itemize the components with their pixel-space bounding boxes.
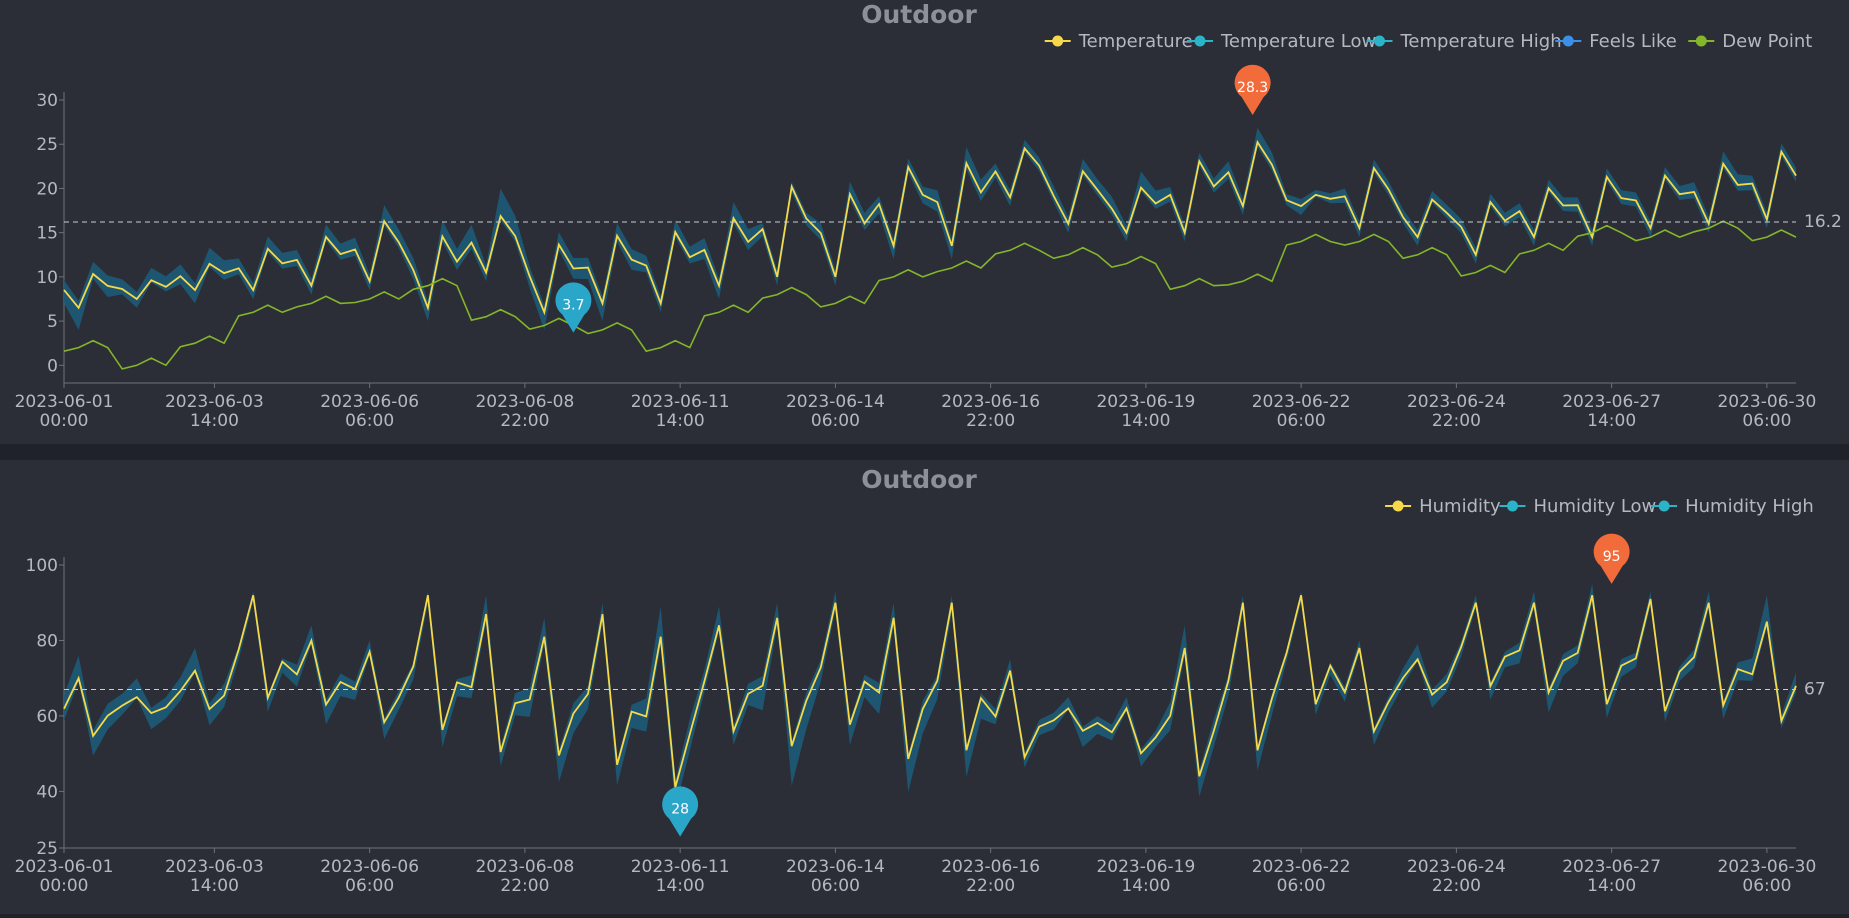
x-tick-label: 14:00 bbox=[1121, 876, 1170, 896]
y-tick-label: 60 bbox=[36, 707, 58, 727]
y-tick-label: 80 bbox=[36, 631, 58, 651]
humidity-line bbox=[63, 594, 1797, 788]
x-tick-label: 2023-06-16 bbox=[941, 857, 1040, 877]
x-tick-label: 22:00 bbox=[500, 411, 549, 431]
bottom-panel-background bbox=[0, 460, 1849, 914]
y-tick-label: 5 bbox=[47, 312, 58, 332]
x-tick-label: 06:00 bbox=[345, 411, 394, 431]
x-tick-label: 22:00 bbox=[500, 876, 549, 896]
legend-marker bbox=[1052, 35, 1064, 47]
chart-title: Outdoor bbox=[861, 465, 977, 494]
x-tick-label: 2023-06-14 bbox=[786, 857, 885, 877]
x-tick-label: 14:00 bbox=[1121, 411, 1170, 431]
x-tick-label: 14:00 bbox=[1587, 876, 1636, 896]
x-tick-label: 22:00 bbox=[1432, 876, 1481, 896]
legend-marker bbox=[1695, 35, 1707, 47]
min-marker bbox=[662, 786, 699, 837]
average-label: 16.2 bbox=[1804, 212, 1842, 232]
x-tick-label: 2023-06-27 bbox=[1562, 392, 1661, 412]
x-tick-label: 06:00 bbox=[345, 876, 394, 896]
x-tick-label: 2023-06-16 bbox=[941, 392, 1040, 412]
x-tick-label: 06:00 bbox=[811, 876, 860, 896]
legend-label: Humidity High bbox=[1685, 496, 1814, 517]
max-marker-label: 28.3 bbox=[1237, 80, 1268, 96]
x-tick-label: 2023-06-01 bbox=[15, 857, 114, 877]
x-tick-label: 2023-06-14 bbox=[786, 392, 885, 412]
max-marker bbox=[1234, 64, 1271, 116]
x-tick-label: 06:00 bbox=[1742, 411, 1791, 431]
x-tick-label: 06:00 bbox=[1742, 876, 1791, 896]
legend-marker bbox=[1392, 500, 1404, 512]
x-tick-label: 00:00 bbox=[40, 411, 89, 431]
x-tick-label: 14:00 bbox=[190, 876, 239, 896]
x-tick-label: 2023-06-08 bbox=[475, 392, 574, 412]
x-tick-label: 14:00 bbox=[1587, 411, 1636, 431]
x-tick-label: 2023-06-11 bbox=[631, 392, 730, 412]
y-tick-label: 30 bbox=[36, 91, 58, 111]
y-tick-label: 0 bbox=[47, 356, 58, 376]
x-tick-label: 2023-06-06 bbox=[320, 857, 419, 877]
x-tick-label: 2023-06-03 bbox=[165, 392, 264, 412]
y-tick-label: 25 bbox=[36, 839, 58, 859]
x-tick-label: 2023-06-06 bbox=[320, 392, 419, 412]
legend-marker bbox=[1507, 500, 1518, 512]
x-tick-label: 2023-06-24 bbox=[1407, 857, 1506, 877]
dew-point-line bbox=[63, 220, 1797, 370]
x-tick-label: 06:00 bbox=[1277, 411, 1326, 431]
humidity-plot: 254060801002023-06-0100:002023-06-0314:0… bbox=[15, 496, 1826, 896]
x-tick-label: 2023-06-19 bbox=[1096, 392, 1195, 412]
max-marker bbox=[1593, 533, 1630, 584]
x-tick-label: 2023-06-30 bbox=[1717, 392, 1816, 412]
min-marker bbox=[555, 282, 592, 333]
x-tick-label: 2023-06-22 bbox=[1252, 857, 1351, 877]
x-tick-label: 22:00 bbox=[966, 876, 1015, 896]
y-tick-label: 20 bbox=[36, 179, 58, 199]
y-tick-label: 25 bbox=[36, 135, 58, 155]
legend-label: Dew Point bbox=[1722, 31, 1812, 52]
x-tick-label: 14:00 bbox=[190, 411, 239, 431]
x-tick-label: 2023-06-08 bbox=[475, 857, 574, 877]
temperature-plot: 0510152025302023-06-0100:002023-06-0314:… bbox=[15, 31, 1842, 431]
x-tick-label: 06:00 bbox=[811, 411, 860, 431]
x-tick-label: 2023-06-19 bbox=[1096, 857, 1195, 877]
x-tick-label: 2023-06-01 bbox=[15, 392, 114, 412]
x-tick-label: 06:00 bbox=[1277, 876, 1326, 896]
y-tick-label: 10 bbox=[36, 268, 58, 288]
legend-label: Temperature High bbox=[1400, 31, 1562, 52]
x-tick-label: 2023-06-27 bbox=[1562, 857, 1661, 877]
x-tick-label: 22:00 bbox=[966, 411, 1015, 431]
x-tick-label: 22:00 bbox=[1432, 411, 1481, 431]
x-tick-label: 2023-06-30 bbox=[1717, 857, 1816, 877]
x-tick-label: 14:00 bbox=[656, 411, 705, 431]
x-tick-label: 2023-06-03 bbox=[165, 857, 264, 877]
legend-label: Temperature bbox=[1078, 31, 1193, 52]
legend-label: Temperature Low bbox=[1220, 31, 1376, 52]
legend-label: Feels Like bbox=[1589, 31, 1677, 52]
legend-marker bbox=[1194, 35, 1206, 47]
x-tick-label: 2023-06-22 bbox=[1252, 392, 1351, 412]
x-tick-label: 2023-06-11 bbox=[631, 857, 730, 877]
min-marker-label: 28 bbox=[671, 802, 689, 818]
x-tick-label: 00:00 bbox=[40, 876, 89, 896]
x-tick-label: 2023-06-24 bbox=[1407, 392, 1506, 412]
legend-marker bbox=[1562, 35, 1574, 47]
y-tick-label: 100 bbox=[26, 556, 58, 576]
y-tick-label: 40 bbox=[36, 782, 58, 802]
legend-marker bbox=[1374, 35, 1385, 47]
chart-title: Outdoor bbox=[861, 0, 977, 29]
legend-label: Humidity Low bbox=[1534, 496, 1657, 517]
max-marker-label: 95 bbox=[1603, 549, 1621, 565]
panel-divider bbox=[0, 444, 1849, 460]
average-label: 67 bbox=[1804, 680, 1826, 700]
temperature-line bbox=[63, 139, 1797, 316]
x-tick-label: 14:00 bbox=[656, 876, 705, 896]
y-tick-label: 15 bbox=[36, 224, 58, 244]
min-marker-label: 3.7 bbox=[562, 298, 584, 314]
legend-label: Humidity bbox=[1419, 496, 1501, 517]
legend-marker bbox=[1658, 500, 1670, 512]
